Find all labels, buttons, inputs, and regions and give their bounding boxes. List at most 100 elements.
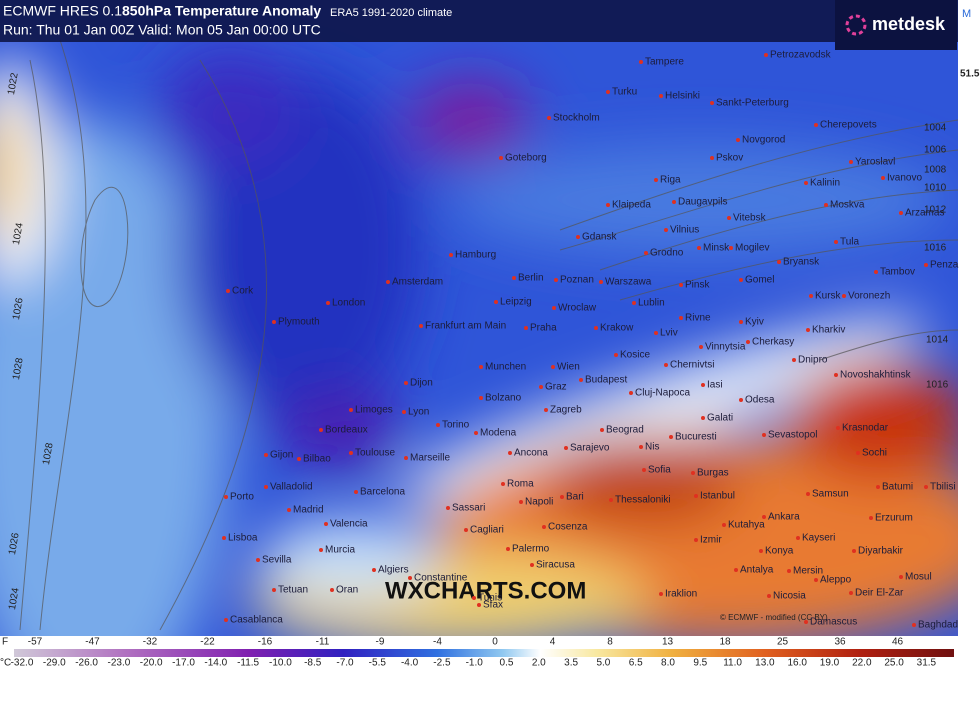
city-dot (226, 289, 230, 293)
c-label: -2.5 (433, 658, 451, 669)
city-dot (224, 495, 228, 499)
city-label: Kosice (620, 350, 650, 361)
city-dot (824, 203, 828, 207)
c-unit: °C (0, 658, 11, 669)
city-label: Krasnodar (842, 423, 889, 434)
city-dot (606, 203, 610, 207)
city-label: Sankt-Peterburg (716, 98, 789, 109)
city-label: Wroclaw (558, 303, 597, 314)
c-label: 13.0 (755, 658, 775, 669)
c-label: -23.0 (108, 658, 131, 669)
city-dot (512, 276, 516, 280)
logo-box (835, 0, 957, 50)
isobar-label: 1008 (924, 165, 947, 176)
city-label: Kharkiv (812, 325, 845, 336)
city-label: Antalya (740, 565, 774, 576)
city-dot (746, 340, 750, 344)
city-dot (506, 547, 510, 551)
city-dot (727, 216, 731, 220)
city-dot (806, 492, 810, 496)
city-label: Constantine (414, 573, 468, 584)
city-label: Gijon (270, 450, 293, 461)
model-name: ECMWF HRES 0.1 (3, 3, 122, 19)
city-label: Samsun (812, 489, 849, 500)
city-label: Oran (336, 585, 358, 596)
credit: © ECMWF - modified (CC BY) (720, 613, 828, 622)
city-label: Toulouse (355, 448, 395, 459)
city-label: Tetuan (278, 585, 308, 596)
side-value: 51.5 (960, 69, 980, 80)
city-dot (326, 301, 330, 305)
city-dot (659, 94, 663, 98)
city-label: Penza (930, 260, 959, 271)
city-dot (899, 211, 903, 215)
city-label: Graz (545, 382, 567, 393)
city-dot (729, 246, 733, 250)
city-dot (609, 498, 613, 502)
city-dot (547, 116, 551, 120)
city-dot (736, 138, 740, 142)
city-label: Dijon (410, 378, 433, 389)
city-dot (544, 408, 548, 412)
city-dot (876, 485, 880, 489)
city-dot (272, 320, 276, 324)
city-label: Pskov (716, 153, 743, 164)
city-label: Torino (442, 420, 470, 431)
city-dot (472, 596, 476, 600)
run-info: Run: Thu 01 Jan 00Z Valid: Mon 05 Jan 00… (3, 22, 321, 38)
city-dot (762, 515, 766, 519)
city-label: Tambov (880, 267, 915, 278)
city-label: Cluj-Napoca (635, 388, 690, 399)
city-dot (694, 538, 698, 542)
city-dot (836, 426, 840, 430)
city-label: Kutahya (728, 520, 765, 531)
isobar-label: 1024 (7, 587, 22, 611)
city-label: Riga (660, 175, 681, 186)
c-label: 0.5 (500, 658, 514, 669)
f-label: 4 (550, 637, 556, 648)
city-dot (402, 410, 406, 414)
city-dot (759, 549, 763, 553)
city-dot (614, 353, 618, 357)
f-label: 8 (607, 637, 613, 648)
c-label: 11.0 (723, 658, 742, 669)
city-label: Petrozavodsk (770, 50, 832, 61)
city-dot (594, 326, 598, 330)
city-label: Sofia (648, 465, 671, 476)
c-label: -4.0 (401, 658, 419, 669)
city-label: Kyiv (745, 317, 764, 328)
city-dot (330, 588, 334, 592)
city-label: Daugavpils (678, 197, 727, 208)
city-dot (264, 485, 268, 489)
city-label: Vinnytsia (705, 342, 746, 353)
city-label: Kalinin (810, 178, 840, 189)
c-label: -8.5 (304, 658, 322, 669)
city-dot (606, 90, 610, 94)
city-dot (804, 181, 808, 185)
f-label: -4 (433, 637, 442, 648)
city-label: Bilbao (303, 454, 331, 465)
city-label: Warszawa (605, 277, 652, 288)
c-label: -1.0 (466, 658, 484, 669)
city-dot (551, 365, 555, 369)
city-label: Turku (612, 87, 637, 98)
city-label: Izmir (700, 535, 722, 546)
city-dot (792, 358, 796, 362)
city-label: Siracusa (536, 560, 575, 571)
city-dot (694, 494, 698, 498)
city-dot (599, 280, 603, 284)
color-bar (14, 649, 954, 657)
city-dot (701, 383, 705, 387)
city-label: Rivne (685, 313, 711, 324)
city-label: Arzamas (905, 208, 944, 219)
city-dot (767, 594, 771, 598)
city-label: Sarajevo (570, 443, 610, 454)
header-bar (0, 0, 958, 42)
city-label: Zagreb (550, 405, 582, 416)
f-label: 36 (834, 637, 846, 648)
city-dot (924, 263, 928, 267)
c-label: 19.0 (820, 658, 840, 669)
city-dot (272, 588, 276, 592)
city-label: Yaroslavl (855, 157, 895, 168)
